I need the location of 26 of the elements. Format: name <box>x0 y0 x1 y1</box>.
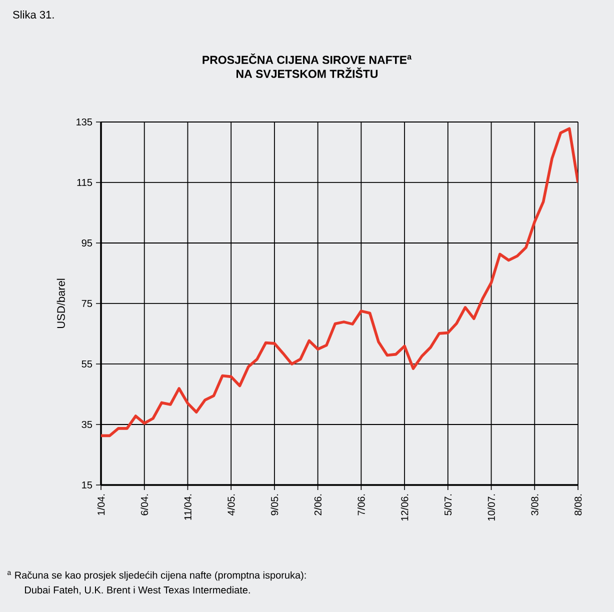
y-axis-title: USD/barel <box>56 278 65 328</box>
text: Dubai Fateh, U.K. Brent i West Texas Intermediate. <box>25 586 250 595</box>
x-tick-label: 7/06. <box>358 494 365 516</box>
x-tick-label: 3/08. <box>530 494 538 516</box>
x-tick-label: 2/06. <box>314 494 322 516</box>
y-tick-label: 95 <box>82 239 92 247</box>
y-tick-label: 135 <box>76 118 92 126</box>
y-tick-label: 55 <box>82 360 92 368</box>
chart-subtitle: NA SVJETSKOM TRŽIŠTU <box>236 68 378 78</box>
y-tick-label: 75 <box>82 300 92 307</box>
x-tick-label: 5/07. <box>444 494 452 516</box>
x-tick-label: 6/04. <box>140 494 148 516</box>
x-tick-label: 1/04. <box>97 494 105 515</box>
x-tick-label: 11/04. <box>184 494 192 520</box>
text: Slika 31. <box>13 10 54 19</box>
x-tick-label: 4/05. <box>227 494 235 516</box>
line-series <box>101 127 578 438</box>
x-tick-label: 8/08. <box>574 494 582 516</box>
y-tick-label: 115 <box>77 178 92 186</box>
text: $^{a}$ Računa se kao prosjek sljedećih cijena nafte (promptna isporuka): <box>8 571 306 581</box>
y-tick-label: 35 <box>82 420 92 428</box>
x-tick-label: 12/06. <box>400 494 408 521</box>
x-tick-label: 10/07. <box>488 494 495 521</box>
y-tick-label: 15 <box>82 481 92 488</box>
chart-title: PROSJEČNA CIJENA SIROVE NAFTE$^{a}$ <box>202 54 412 64</box>
x-tick-label: 9/05. <box>270 494 278 516</box>
